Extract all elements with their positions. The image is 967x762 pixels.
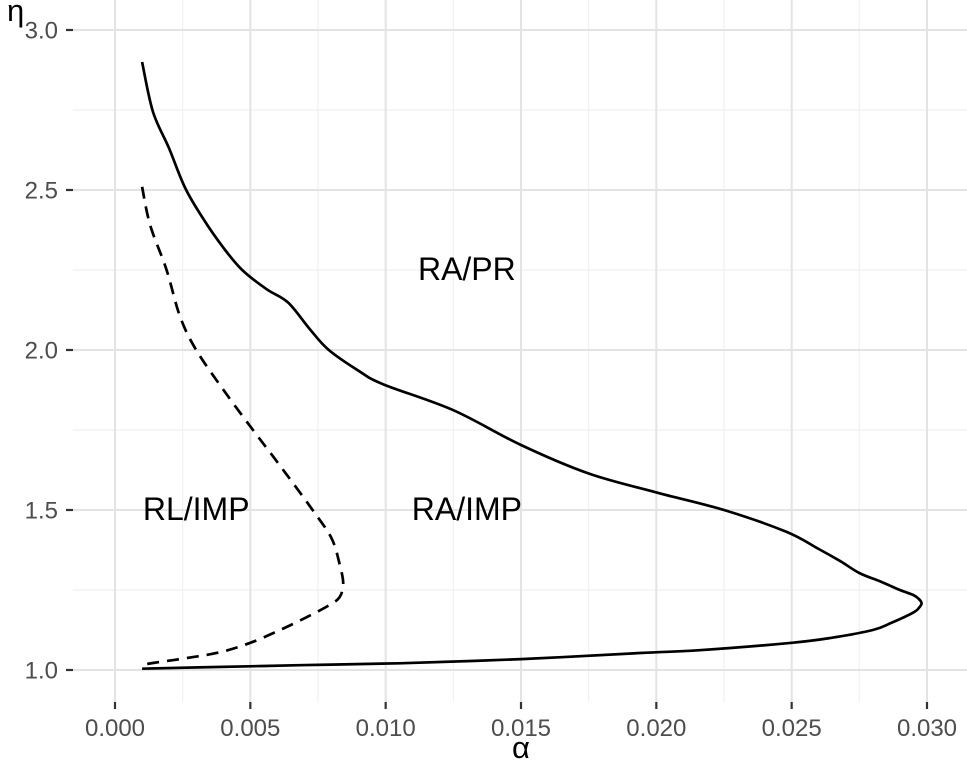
y-axis-title: η — [7, 0, 24, 28]
region-label-ra-pr: RA/PR — [418, 251, 516, 287]
y-tick-label: 2.5 — [25, 178, 58, 205]
x-tick-label: 0.000 — [85, 715, 145, 742]
region-label-ra-imp: RA/IMP — [412, 491, 522, 527]
boundary-curve-solid — [140, 61, 923, 671]
x-tick-label: 0.020 — [626, 715, 686, 742]
x-tick-label: 0.030 — [897, 715, 957, 742]
region-label-rl-imp: RL/IMP — [143, 491, 250, 527]
x-tick-label: 0.025 — [762, 715, 822, 742]
x-axis-title: α — [512, 730, 530, 762]
x-tick-label: 0.010 — [356, 715, 416, 742]
y-tick-label: 2.0 — [25, 338, 58, 365]
y-tick-label: 3.0 — [25, 18, 58, 45]
y-tick-label: 1.0 — [25, 658, 58, 685]
boundary-curve-dashed — [140, 186, 345, 667]
x-tick-label: 0.015 — [491, 715, 551, 742]
x-tick-label: 0.005 — [220, 715, 280, 742]
y-tick-label: 1.5 — [25, 498, 58, 525]
